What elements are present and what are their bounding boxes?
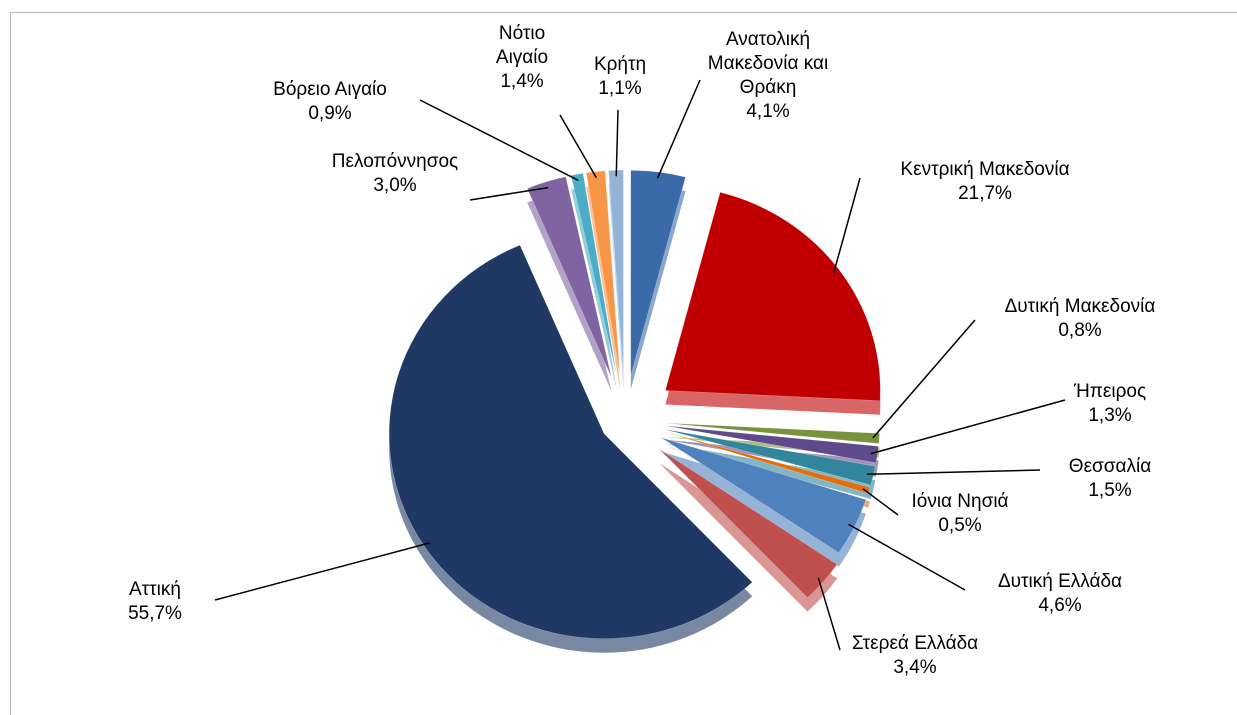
label-value: 55,7% (128, 603, 182, 624)
label-name: Ανατολική Μακεδονία και Θράκη (707, 29, 829, 98)
leader-line (848, 523, 966, 591)
leader-line (870, 399, 1066, 455)
data-label: Νότιο Αιγαίο 1,4% (482, 22, 562, 94)
chart-frame (10, 12, 1237, 715)
label-name: Νότιο Αιγαίο (495, 23, 549, 68)
slice (526, 176, 612, 378)
label-name: Αττική (129, 579, 181, 600)
leader-line (214, 542, 430, 601)
label-value: 3,0% (373, 175, 417, 196)
leader-line (817, 577, 841, 651)
leader-line (615, 109, 619, 177)
leader-line (862, 488, 899, 516)
label-name: Βόρειο Αιγαίο (273, 79, 387, 100)
label-value: 0,9% (308, 103, 352, 124)
slice (663, 428, 876, 486)
slice-side (660, 451, 866, 567)
data-label: Αττική 55,7% (100, 578, 210, 626)
data-label: Δυτική Ελλάδα 4,6% (965, 570, 1155, 618)
label-value: 4,1% (746, 101, 790, 122)
slice-side (527, 190, 612, 392)
label-value: 1,4% (500, 71, 544, 92)
slice-side (571, 187, 617, 390)
slice (388, 244, 753, 639)
data-label: Κρήτη 1,1% (580, 53, 660, 101)
data-label: Στερεά Ελλάδα 3,4% (815, 632, 1015, 680)
label-name: Δυτική Μακεδονία (1004, 296, 1156, 317)
label-value: 0,5% (938, 515, 982, 536)
label-name: Κεντρική Μακεδονία (900, 159, 1070, 180)
leader-line (419, 99, 579, 181)
label-name: Δυτική Ελλάδα (997, 571, 1123, 592)
data-label: Δυτική Μακεδονία 0,8% (960, 295, 1200, 343)
label-name: Κρήτη (593, 54, 647, 75)
label-value: 4,6% (1038, 595, 1082, 616)
label-value: 1,5% (1088, 480, 1132, 501)
leader-line (832, 177, 861, 274)
leader-line (469, 186, 549, 201)
slice-side (586, 184, 620, 390)
slice (570, 173, 617, 376)
label-name: Ιόνια Νησιά (911, 491, 1009, 512)
slice (663, 431, 871, 494)
data-label: Ιόνια Νησιά 0,5% (890, 490, 1030, 538)
label-value: 1,3% (1088, 405, 1132, 426)
leader-line (867, 469, 1041, 476)
slice (659, 448, 838, 599)
leader-line (872, 319, 976, 439)
label-value: 21,7% (958, 183, 1012, 204)
data-label: Βόρειο Αιγαίο 0,9% (235, 78, 425, 126)
data-label: Πελοπόννησος 3,0% (295, 150, 495, 198)
data-label: Ήπειρος 1,3% (1035, 380, 1185, 428)
label-value: 0,8% (1058, 320, 1102, 341)
data-label: Θεσσαλία 1,5% (1040, 455, 1180, 503)
slice (630, 170, 686, 376)
slice (585, 170, 621, 376)
label-name: Ήπειρος (1073, 381, 1147, 402)
slice (664, 425, 879, 464)
slice (665, 191, 881, 402)
label-name: Θεσσαλία (1068, 456, 1152, 477)
data-label: Ανατολική Μακεδονία και Θράκη 4,1% (683, 28, 853, 124)
data-label: Κεντρική Μακεδονία 21,7% (855, 158, 1115, 206)
slice (664, 422, 880, 444)
leader-line (656, 79, 701, 179)
label-value: 3,4% (893, 657, 937, 678)
leader-line (559, 114, 598, 179)
label-name: Στερεά Ελλάδα (851, 633, 979, 654)
label-value: 1,1% (598, 78, 642, 99)
label-name: Πελοπόννησος (331, 151, 459, 172)
